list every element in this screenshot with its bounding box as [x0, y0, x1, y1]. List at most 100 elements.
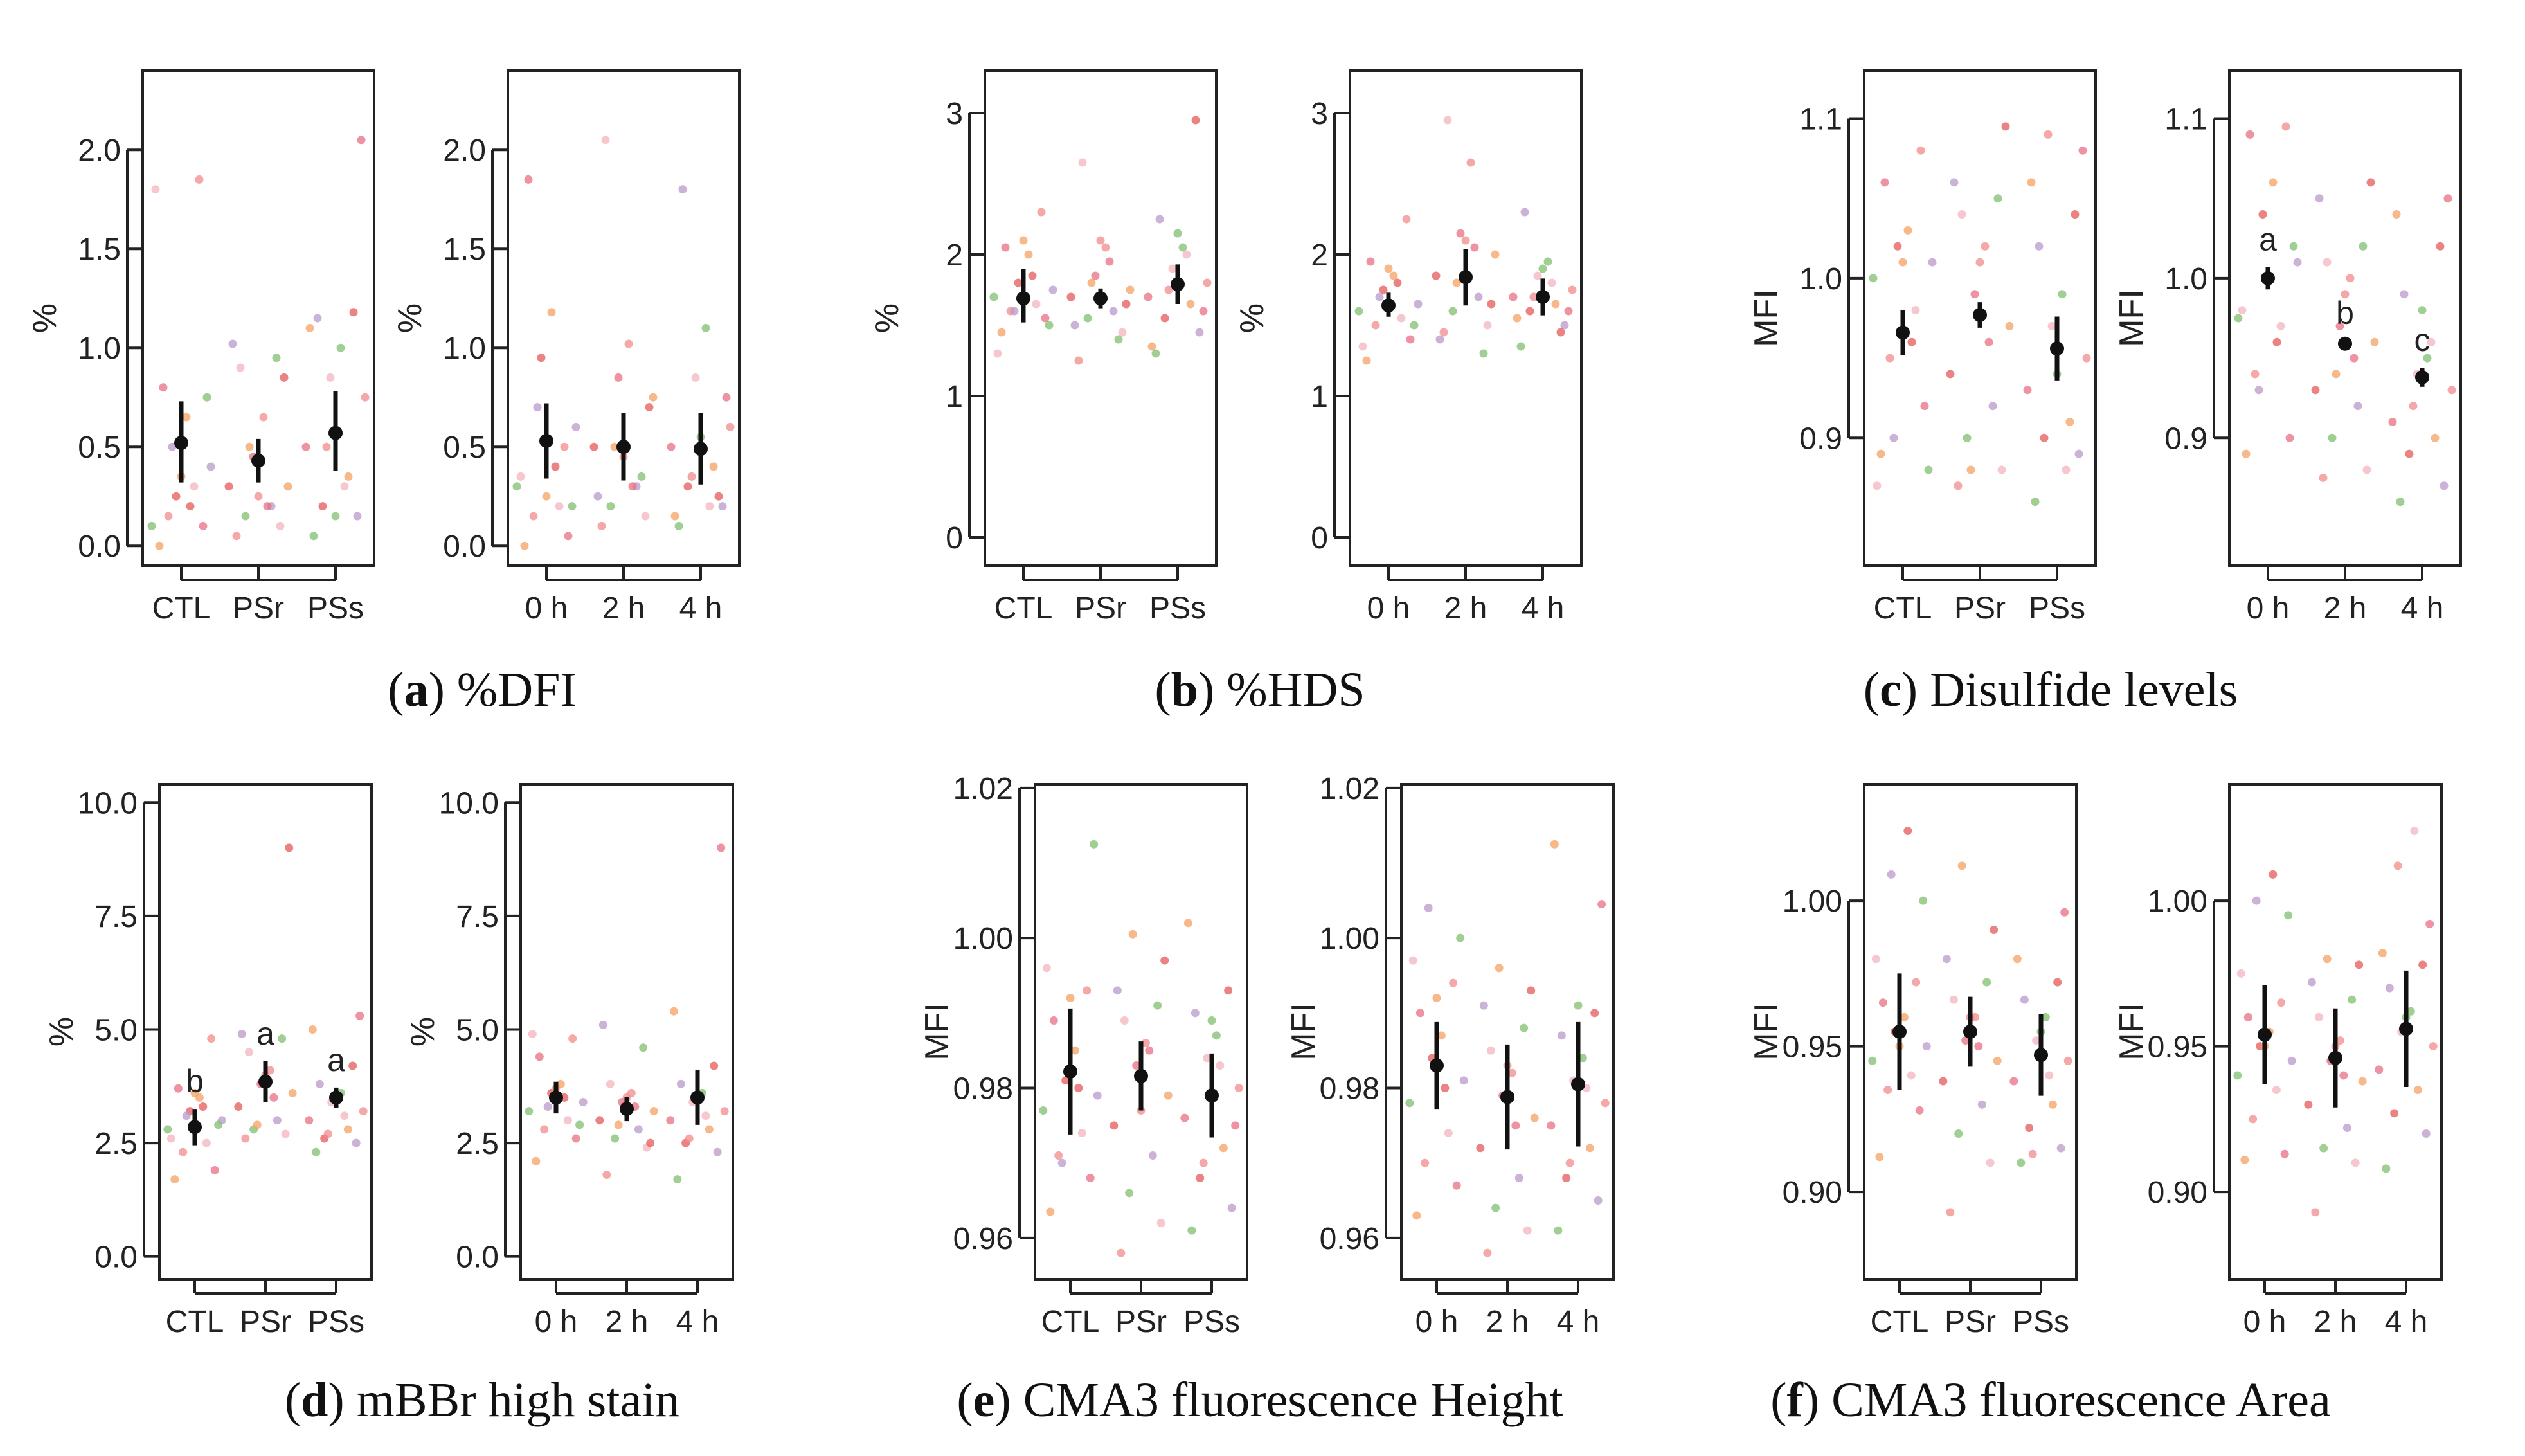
data-point [1963, 433, 1972, 442]
caption-text: mBBr high stain [344, 1373, 680, 1427]
data-point [301, 442, 310, 451]
data-point [2447, 386, 2456, 395]
data-point [1474, 292, 1483, 301]
data-point [1358, 342, 1367, 351]
data-point [2366, 178, 2375, 187]
data-point [1156, 1219, 1165, 1227]
data-point [2315, 194, 2324, 203]
data-point [2293, 258, 2302, 267]
data-point [2353, 402, 2362, 411]
data-point [2031, 498, 2040, 507]
data-point [1984, 337, 1993, 346]
data-point [313, 314, 322, 323]
caption-a: (a) %DFI [388, 663, 577, 717]
data-point [1550, 840, 1559, 849]
data-point [2393, 861, 2402, 870]
data-point [253, 1120, 262, 1129]
data-point [1993, 194, 2002, 203]
data-point [2236, 969, 2245, 978]
data-point [359, 1107, 368, 1116]
data-point [1443, 116, 1452, 125]
data-point [331, 512, 340, 521]
caption-d: (d) mBBr high stain [284, 1373, 680, 1427]
data-point [1110, 1121, 1119, 1130]
data-point [2440, 481, 2449, 490]
mean-point [188, 1120, 202, 1135]
data-point [1196, 1174, 1205, 1182]
y-tick-label: 0.0 [78, 530, 121, 564]
data-point [206, 462, 215, 471]
data-point [1032, 300, 1041, 309]
data-point [2082, 354, 2091, 363]
data-point [1077, 1129, 1086, 1137]
data-point [610, 442, 619, 451]
y-tick-label: 0.96 [953, 1222, 1013, 1256]
y-tick-label: 7.5 [94, 900, 138, 934]
data-point [1461, 236, 1470, 245]
data-point [2025, 1123, 2034, 1132]
mean-point [1381, 298, 1396, 313]
data-point [1432, 271, 1441, 280]
data-point [678, 185, 687, 194]
data-point [568, 1034, 577, 1043]
data-point [593, 492, 602, 501]
data-point [2245, 130, 2254, 139]
x-tick-label: 4 h [679, 591, 723, 625]
data-point [1083, 986, 1092, 995]
data-point [2443, 194, 2452, 203]
data-point [2074, 449, 2083, 458]
data-point [1585, 1144, 1594, 1153]
data-point [159, 383, 168, 392]
data-point [1405, 1099, 1414, 1108]
data-point [174, 1084, 183, 1093]
data-point [1543, 257, 1552, 266]
data-point [1397, 314, 1406, 323]
data-point [1164, 285, 1173, 294]
data-point [628, 482, 637, 491]
data-point [1091, 271, 1100, 280]
data-point [637, 472, 646, 481]
data-point [1966, 465, 1975, 474]
data-point [318, 502, 327, 511]
data-point [224, 482, 233, 491]
data-point [2314, 1012, 2323, 1021]
y-tick-label: 2.0 [78, 134, 121, 168]
data-point [667, 442, 676, 451]
significance-letter: c [2414, 322, 2431, 358]
x-tick-label: PSr [1945, 1305, 1996, 1339]
data-point [1144, 292, 1153, 301]
mean-point [1093, 291, 1108, 306]
data-point [357, 136, 366, 145]
data-point [1601, 1099, 1610, 1108]
data-point [2287, 1056, 2296, 1065]
data-point [2277, 998, 2286, 1007]
data-point [1216, 1061, 1225, 1070]
data-point [1393, 278, 1402, 287]
mean-point [2399, 1021, 2413, 1036]
chart-b2: 0 1 2 3% 0 h 2 h 4 h [1234, 69, 1583, 625]
data-point [543, 1102, 552, 1111]
y-tick-label: 0.96 [1320, 1222, 1379, 1256]
x-tick-label: PSr [1075, 591, 1126, 625]
data-point [195, 175, 204, 184]
data-point [259, 413, 268, 422]
significance-letter: b [2336, 295, 2354, 331]
plot-frame [1349, 69, 1583, 567]
data-point [2370, 337, 2379, 346]
data-point [1479, 349, 1488, 358]
mean-point [1963, 1025, 1977, 1039]
data-point [1074, 356, 1083, 365]
data-point [1182, 250, 1191, 259]
mean-point [690, 1090, 705, 1105]
data-point [2285, 433, 2294, 442]
data-point [278, 1034, 287, 1043]
data-point [1120, 1016, 1129, 1025]
data-point [1564, 307, 1573, 316]
data-point [551, 462, 560, 471]
caption-letter: f [1786, 1373, 1803, 1427]
plot-frame [1400, 783, 1615, 1281]
caption-b: (b) %HDS [1155, 663, 1365, 717]
data-point [1439, 328, 1448, 337]
chart-f1: 0.90 0.95 1.00 MFI CTL PSr PSs [1748, 783, 2078, 1339]
